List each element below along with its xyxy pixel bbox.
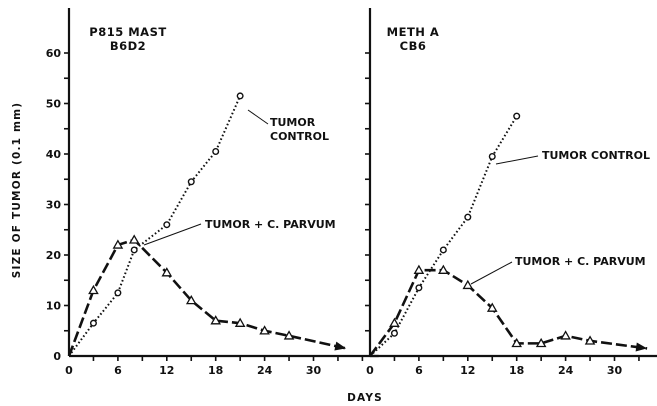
panel-1-treatment-series-point [185,294,197,305]
panel-2-treatment-series-line [368,268,648,357]
panel-2-treatment-series-end-arrow [635,342,648,352]
panel-1-control-leader [247,109,269,125]
panel-1-y-tick-label: 60 [46,47,62,60]
axes-layer: 0 6 12 18 24 30 0 10 20 30 40 50 60 0 6 12 18 24 30 [46,8,657,377]
panel-2-x-tick-label: 0 [366,364,374,377]
panel-2-treatment-series-point [535,337,547,348]
panel-2-x-tick-label: 18 [509,364,524,377]
y-axis-title: SIZE OF TUMOR (0.1 mm) [11,102,23,279]
panel-1-control-series-point [89,319,97,327]
panel-2-x-tick-label: 12 [460,364,475,377]
panel-1-control-series-point [187,178,195,186]
panel-2-treatment-series-point [438,264,449,274]
panel-1-treatment-series-point [259,325,270,335]
panel-1-x-tick-label: 24 [257,364,273,377]
panel-2-treatment-label: TUMOR + C. PARVUM [515,255,646,268]
panel-1-x-tick-label: 18 [208,364,223,377]
panel-1-treatment-leader [143,223,202,246]
panel-1-treatment-series-point [283,330,295,340]
panel-2-control-series-point [390,329,398,337]
panel-1-x-tick-label: 12 [159,364,174,377]
panel-2-control-series-point [439,246,447,254]
panel-1-treatment-series-point [112,239,124,249]
panel-2-treatment-series-point [560,330,571,340]
panel-1-y-tick-label: 10 [46,300,62,313]
panel-2-control-series-line [369,115,518,357]
panel-1-y-tick-label: 20 [46,249,62,262]
panel-1-treatment-label: TUMOR + C. PARVUM [205,218,336,231]
panel-1-control-series-point [163,221,171,229]
panel-2-control-series-point [415,284,423,292]
panel-2-treatment-series-point [462,279,474,290]
panel-1-treatment-series-point [234,317,246,327]
panel-2-treatment-series-point [486,302,498,312]
panel-2-x-tick-label: 24 [558,364,574,377]
panel-1-control-series-point [212,147,220,155]
panel-1-x-tick-label: 0 [65,364,73,377]
panel-1-treatment-series-point [161,267,173,277]
panel-2-x-tick-label: 30 [607,364,623,377]
x-axis-title: DAYS [347,392,383,404]
panel-1-title-line1: P815 MAST [89,25,166,39]
panel-1-treatment-series-point [210,315,222,325]
panel-2-control-series-point [513,112,521,120]
panel-2-control-label: TUMOR CONTROL [542,149,650,162]
panel-1-y-tick-label: 40 [46,148,62,161]
panel-2-treatment-series-point [413,264,425,274]
panel-1-control-label-line1: TUMOR [270,116,316,129]
panel-1-treatment-series-end-arrow [334,341,347,351]
panel-2-x-tick-label: 6 [415,364,423,377]
panel-2-treatment-series-point [389,317,400,327]
panel-1-control-series-line [68,95,242,357]
panel-2-treatment-series-point [584,335,596,345]
data-marks-layer [67,92,648,357]
panel-2-control-series-point [488,153,496,161]
panel-1-title-line2: B6D2 [110,39,146,53]
panel-1-control-series-point [236,92,244,100]
panel-1-y-tick-label: 0 [53,350,61,363]
panel-1-treatment-series-point [88,284,99,295]
panel-1-treatment-series-line [67,238,347,357]
panel-1-control-label-line2: CONTROL [270,130,329,143]
panel-2-title-line1: METH A [387,25,440,39]
panel-1-control-series-point [114,289,122,297]
panel-2-treatment-series-point [511,337,523,348]
panel-2-treatment-leader [470,261,513,285]
panel-1-control-series-point [130,246,138,254]
panel-2-control-leader [495,155,539,165]
panel-1-y-tick-label: 30 [46,199,62,212]
panel-2-title-line2: CB6 [400,39,427,53]
panel-1-x-tick-label: 6 [114,364,122,377]
panel-2-control-series-point [464,213,472,221]
panel-1-x-tick-label: 30 [306,364,322,377]
panel-1-treatment-series-point [128,234,140,244]
panel-1-y-tick-label: 50 [46,98,62,111]
